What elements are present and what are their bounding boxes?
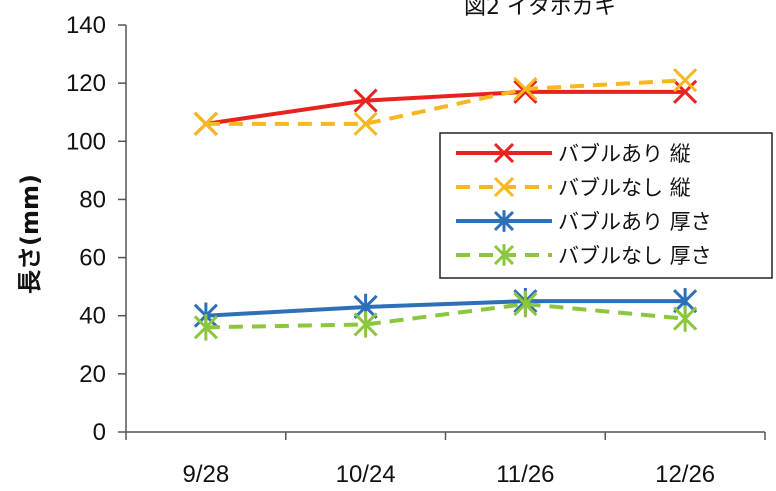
y-tick-label: 80 bbox=[79, 186, 106, 213]
y-tick-label: 20 bbox=[79, 361, 106, 388]
series-line bbox=[205, 89, 686, 126]
x-tick-label: 11/26 bbox=[496, 461, 554, 488]
x-tick-label: 9/28 bbox=[183, 461, 230, 488]
series-3 bbox=[193, 290, 698, 341]
data-point bbox=[673, 79, 698, 104]
x-tick-label: 12/26 bbox=[655, 461, 715, 488]
series-layer bbox=[193, 68, 698, 341]
data-point bbox=[353, 111, 378, 136]
data-point bbox=[513, 76, 538, 102]
series-line bbox=[205, 299, 686, 318]
data-point bbox=[513, 290, 538, 318]
series-line bbox=[205, 302, 686, 330]
x-tick-label: 10/24 bbox=[336, 461, 396, 488]
data-point bbox=[673, 68, 698, 93]
data-point bbox=[673, 305, 698, 332]
data-point bbox=[513, 79, 538, 104]
legend-label: バブルなし 厚さ bbox=[558, 244, 712, 268]
legend-marker bbox=[493, 244, 515, 266]
data-point bbox=[193, 314, 218, 341]
y-tick-label: 140 bbox=[66, 12, 106, 39]
y-tick-label: 60 bbox=[79, 245, 106, 272]
legend-item: バブルなし 縦 bbox=[456, 176, 691, 200]
legend-box bbox=[439, 132, 773, 279]
series-line bbox=[205, 78, 686, 126]
legend-label: バブルあり 縦 bbox=[558, 142, 691, 166]
series-2 bbox=[193, 287, 698, 329]
y-tick-label: 40 bbox=[79, 303, 106, 330]
y-axis-label: 長さ(mm) bbox=[16, 174, 44, 294]
legend-marker bbox=[493, 176, 515, 198]
legend-item: バブルあり 厚さ bbox=[456, 210, 712, 234]
y-tick-label: 100 bbox=[66, 128, 106, 155]
legend-item: バブルあり 縦 bbox=[456, 142, 691, 166]
data-point bbox=[353, 88, 378, 113]
axes: 0 20 40 60 80 100 120 140 9/28 10/24 11/26 12/26 bbox=[66, 12, 766, 488]
legend-label: バブルあり 厚さ bbox=[558, 210, 712, 234]
y-tick-label: 0 bbox=[93, 419, 106, 446]
chart-title: 図2 イタボガキ bbox=[464, 0, 616, 20]
legend-label: バブルなし 縦 bbox=[558, 176, 691, 200]
y-tick-label: 120 bbox=[66, 70, 106, 97]
series-1 bbox=[193, 68, 698, 136]
data-point bbox=[193, 111, 218, 136]
legend-item: バブルなし 厚さ bbox=[456, 244, 712, 268]
legend-marker bbox=[493, 210, 515, 232]
legend-marker bbox=[493, 142, 515, 164]
data-point bbox=[353, 311, 378, 338]
